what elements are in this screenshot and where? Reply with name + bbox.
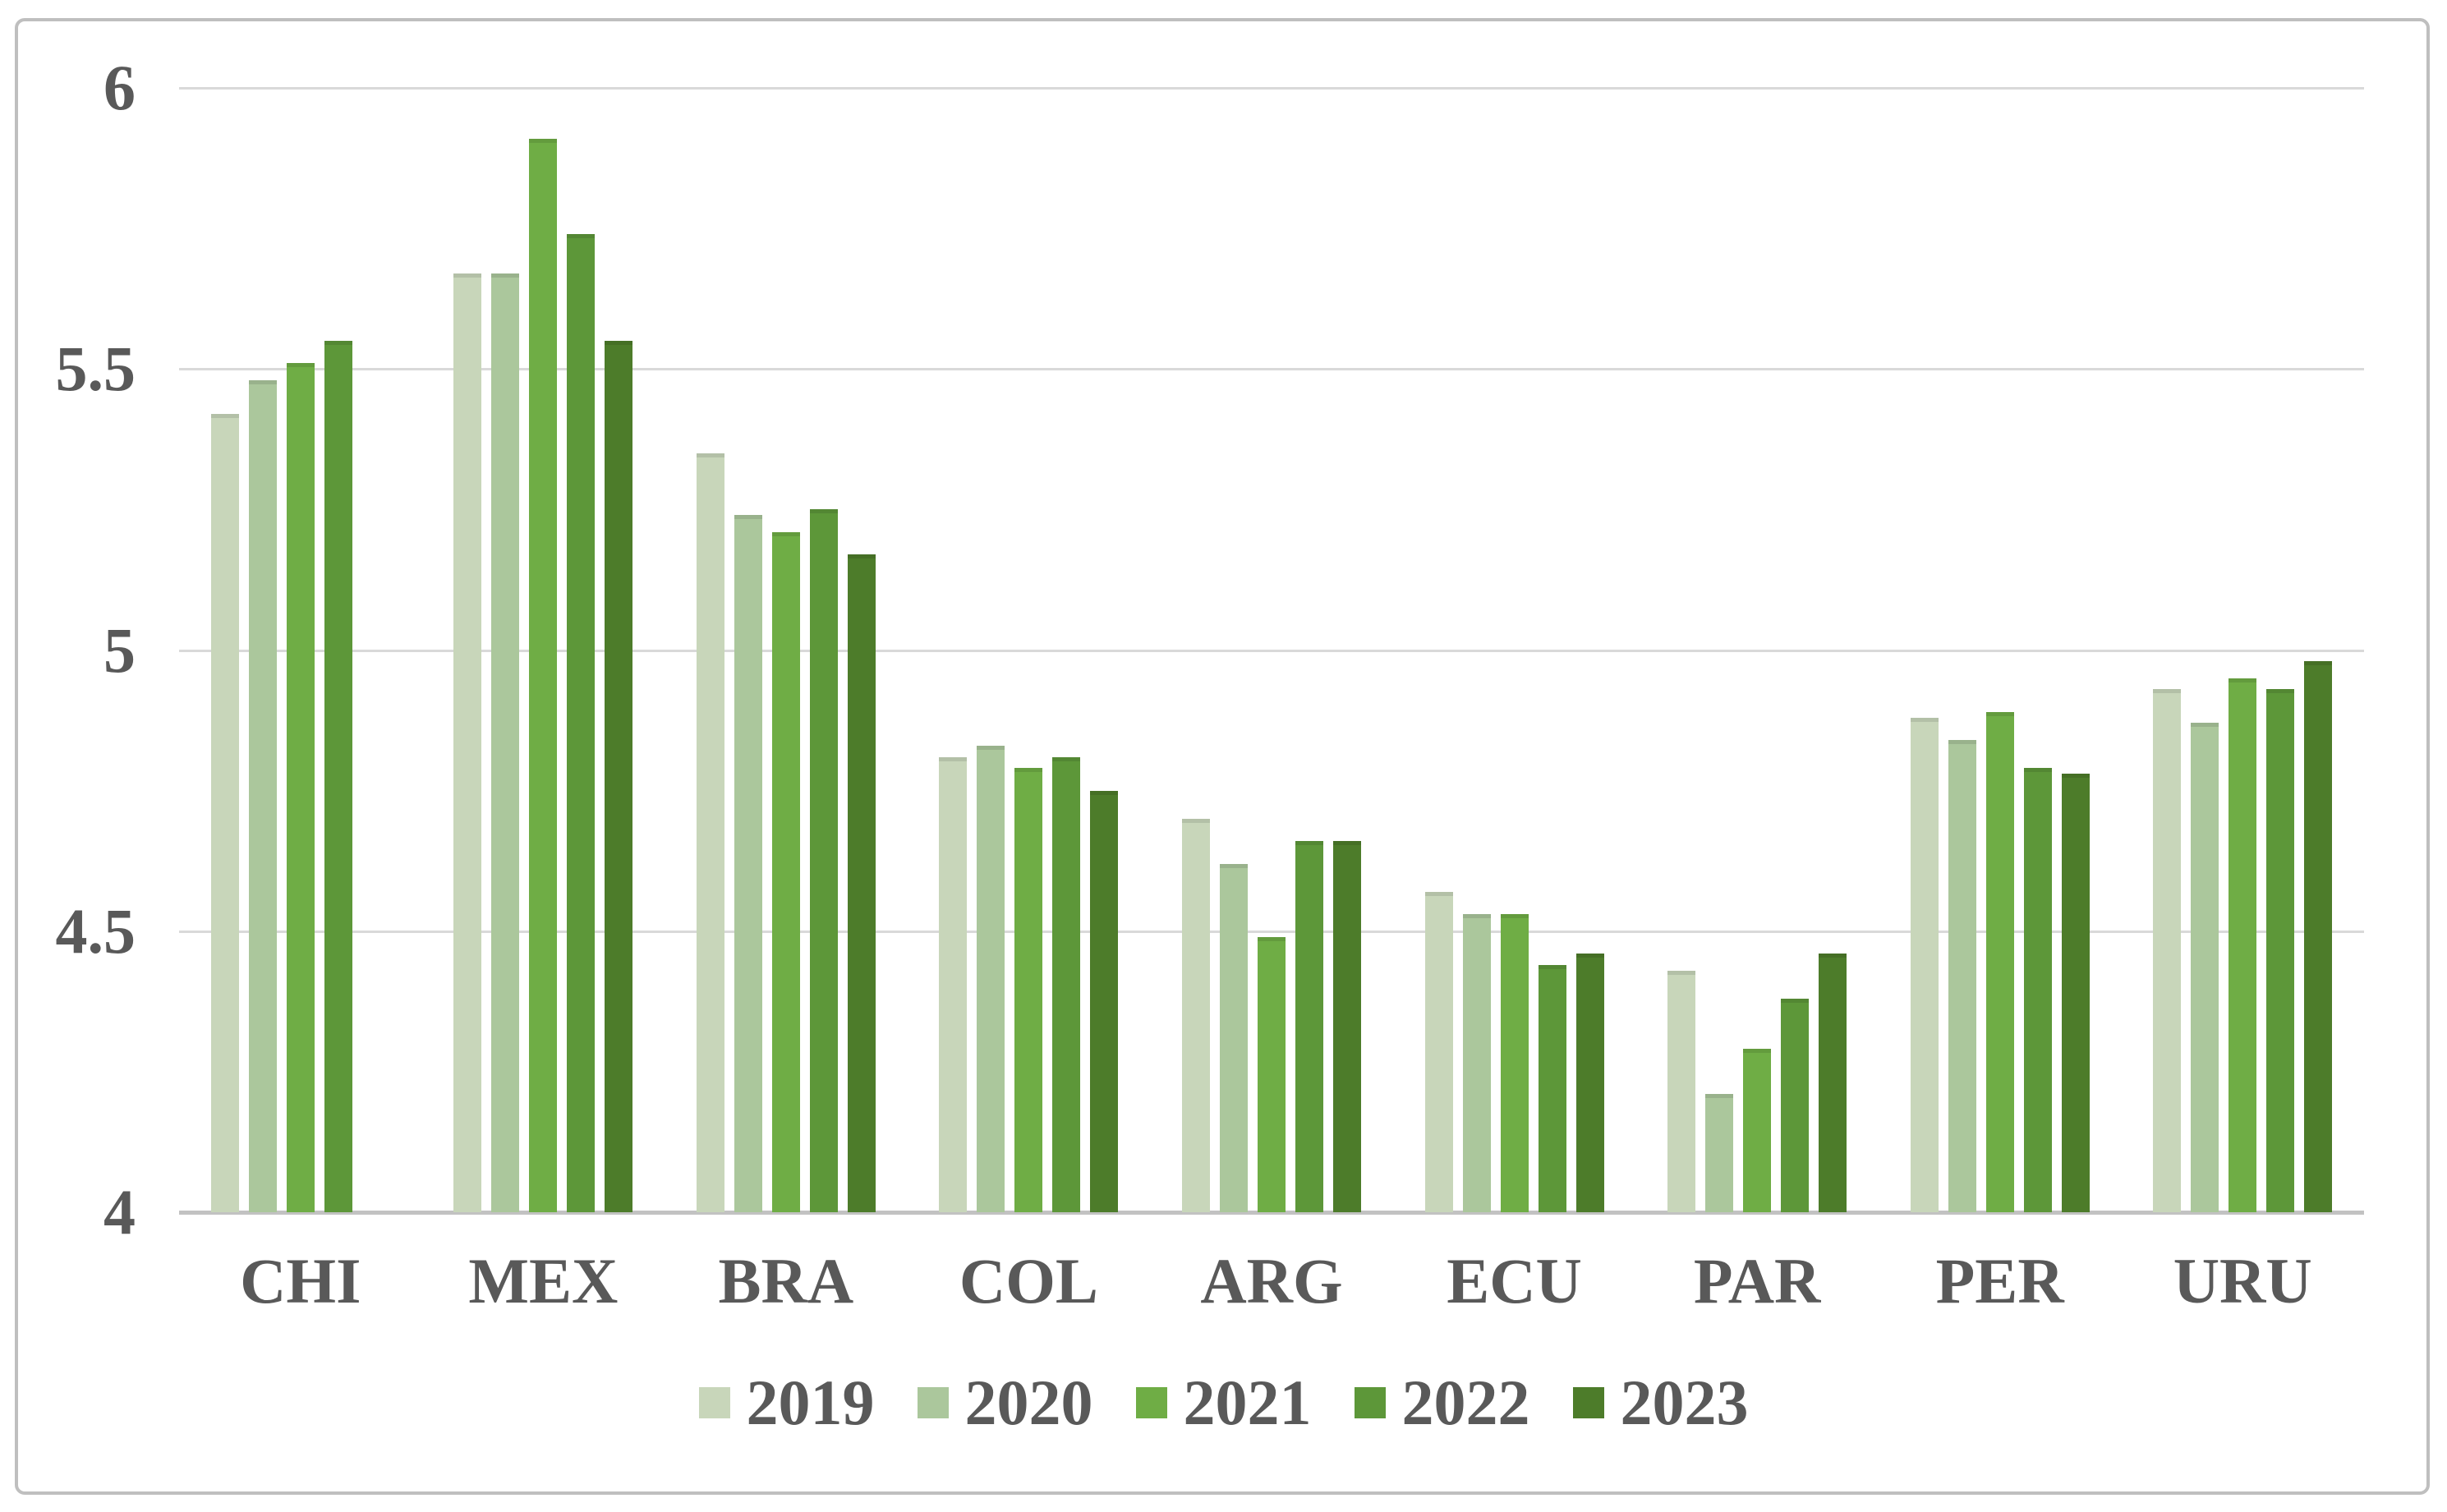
legend-item-2020: 2020 xyxy=(917,1367,1093,1438)
bar-ECU-2023 xyxy=(1575,954,1604,1212)
bar-MEX-2023 xyxy=(605,341,633,1212)
bar-MEX-2019 xyxy=(453,273,482,1212)
bar-URU-2022 xyxy=(2266,689,2295,1212)
bar-URU-2019 xyxy=(2153,689,2182,1212)
legend-swatch-2021 xyxy=(1135,1387,1167,1418)
legend: 2019 2020 2021 2022 2023 xyxy=(0,1371,2447,1435)
bar-MEX-2020 xyxy=(491,273,520,1212)
y-axis-tick-label: 4.5 xyxy=(55,894,136,967)
bar-PAR-2021 xyxy=(1743,1049,1772,1212)
bar-PER-2023 xyxy=(2061,774,2090,1212)
bar-COL-2021 xyxy=(1014,768,1043,1212)
bar-CHI-2019 xyxy=(210,414,239,1212)
gridline xyxy=(179,368,2364,371)
bar-PAR-2022 xyxy=(1781,998,1810,1212)
legend-label: 2020 xyxy=(964,1367,1093,1438)
bar-ECU-2020 xyxy=(1462,914,1491,1212)
x-axis-category-label-CHI: CHI xyxy=(240,1245,361,1317)
bar-PAR-2020 xyxy=(1705,1094,1734,1212)
legend-label: 2023 xyxy=(1620,1367,1749,1438)
legend-swatch-2020 xyxy=(917,1387,949,1418)
x-axis-category-label-URU: URU xyxy=(2173,1245,2312,1317)
bar-COL-2020 xyxy=(977,745,1005,1212)
bar-URU-2023 xyxy=(2304,661,2333,1212)
legend-label: 2022 xyxy=(1401,1367,1530,1438)
x-axis-category-label-PER: PER xyxy=(1935,1245,2064,1317)
bar-ARG-2021 xyxy=(1258,936,1286,1212)
bar-COL-2022 xyxy=(1052,756,1081,1212)
bar-COL-2023 xyxy=(1090,790,1119,1212)
bar-BRA-2019 xyxy=(696,453,724,1212)
legend-item-2019: 2019 xyxy=(698,1367,875,1438)
legend-item-2023: 2023 xyxy=(1572,1367,1749,1438)
bar-ECU-2019 xyxy=(1424,891,1453,1212)
bar-URU-2021 xyxy=(2229,678,2257,1212)
gridline xyxy=(179,87,2364,90)
bar-MEX-2021 xyxy=(529,138,558,1212)
y-axis-tick-label: 4 xyxy=(103,1176,136,1248)
legend-swatch-2022 xyxy=(1354,1387,1386,1418)
bar-URU-2020 xyxy=(2191,723,2219,1212)
bar-BRA-2023 xyxy=(847,554,876,1212)
bar-CHI-2020 xyxy=(248,379,277,1212)
x-axis-category-label-BRA: BRA xyxy=(718,1245,854,1317)
legend-swatch-2019 xyxy=(698,1387,730,1418)
legend-label: 2021 xyxy=(1183,1367,1312,1438)
bar-PAR-2019 xyxy=(1667,970,1696,1212)
bar-CHI-2022 xyxy=(324,341,352,1212)
bar-MEX-2022 xyxy=(567,233,596,1212)
x-axis-category-label-PAR: PAR xyxy=(1693,1245,1821,1317)
gridline xyxy=(179,930,2364,933)
y-axis-tick-label: 5.5 xyxy=(55,333,136,405)
chart-outer-border xyxy=(15,18,2430,1495)
bar-ARG-2020 xyxy=(1220,863,1248,1212)
x-axis-category-label-ECU: ECU xyxy=(1447,1245,1582,1317)
bar-ARG-2019 xyxy=(1182,818,1210,1212)
bar-ARG-2022 xyxy=(1295,841,1323,1212)
bar-ARG-2023 xyxy=(1333,841,1361,1212)
bar-BRA-2020 xyxy=(734,515,762,1212)
y-axis-tick-label: 6 xyxy=(103,52,136,123)
bar-COL-2019 xyxy=(939,756,968,1212)
bar-BRA-2021 xyxy=(771,531,800,1212)
legend-item-2021: 2021 xyxy=(1135,1367,1312,1438)
x-axis-category-label-ARG: ARG xyxy=(1200,1245,1343,1317)
bar-PER-2021 xyxy=(1985,711,2014,1212)
legend-label: 2019 xyxy=(746,1367,875,1438)
bar-ECU-2022 xyxy=(1538,964,1566,1212)
bar-PER-2020 xyxy=(1948,740,1976,1212)
y-axis-tick-label: 5 xyxy=(103,614,136,686)
gridline xyxy=(179,649,2364,652)
bar-ECU-2021 xyxy=(1500,914,1529,1212)
legend-item-2022: 2022 xyxy=(1354,1367,1530,1438)
legend-swatch-2023 xyxy=(1572,1387,1604,1418)
bar-PAR-2023 xyxy=(1819,954,1847,1212)
bar-PER-2019 xyxy=(1910,717,1939,1212)
bar-BRA-2022 xyxy=(809,509,838,1212)
x-axis-category-label-MEX: MEX xyxy=(468,1245,619,1317)
bar-CHI-2021 xyxy=(286,363,315,1212)
x-axis-line xyxy=(179,1211,2364,1215)
x-axis-category-label-COL: COL xyxy=(959,1245,1098,1317)
bar-PER-2022 xyxy=(2023,768,2052,1212)
